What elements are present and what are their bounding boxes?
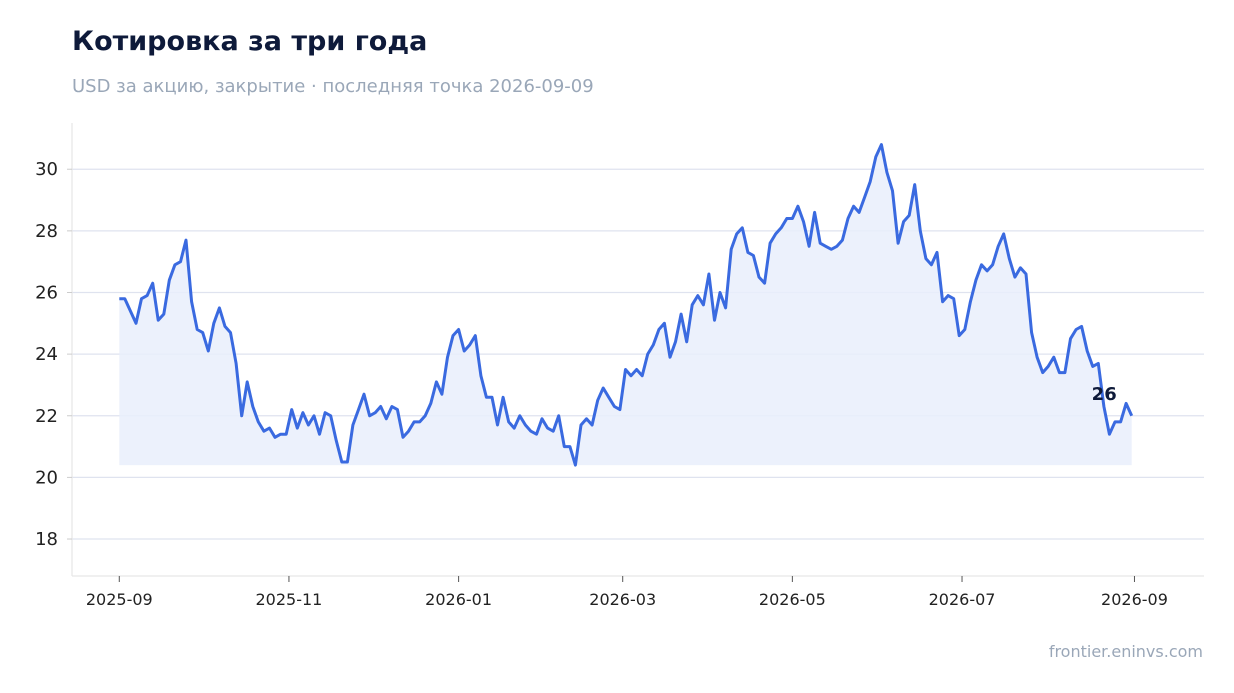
x-tick-label: 2026-09 xyxy=(1101,590,1168,609)
chart-subtitle: USD за акцию, закрытие · последняя точка… xyxy=(72,76,594,97)
y-axis: 18 20 22 24 26 28 30 xyxy=(35,159,72,550)
y-tick-label: 28 xyxy=(35,221,58,242)
x-axis: 2025-09 2025-11 2026-01 2026-03 2026-05 2026-… xyxy=(86,576,1168,609)
y-tick-label: 18 xyxy=(35,529,58,550)
x-tick-label: 2025-11 xyxy=(256,590,323,609)
x-tick-label: 2026-03 xyxy=(589,590,656,609)
x-tick-label: 2026-07 xyxy=(929,590,996,609)
y-tick-label: 22 xyxy=(35,406,58,427)
x-tick-label: 2025-09 xyxy=(86,590,153,609)
y-tick-label: 26 xyxy=(35,282,58,303)
last-value-label: 26 xyxy=(1092,384,1117,405)
chart-title: Котировка за три года xyxy=(72,26,428,57)
y-tick-label: 24 xyxy=(35,344,58,365)
price-line xyxy=(119,143,1134,467)
source-label: frontier.eninvs.com xyxy=(1048,642,1203,661)
x-tick-label: 2026-01 xyxy=(425,590,492,609)
y-tick-label: 20 xyxy=(35,467,58,488)
x-tick-label: 2026-05 xyxy=(759,590,826,609)
y-tick-label: 30 xyxy=(35,159,58,180)
price-area xyxy=(119,144,1132,466)
